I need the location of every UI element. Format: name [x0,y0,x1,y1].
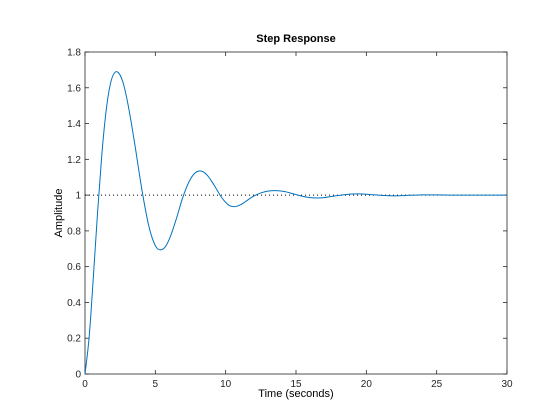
y-tick-label: 1.8 [67,48,81,59]
y-tick-label: 0.8 [67,226,81,237]
chart-title: Step Response [256,33,335,45]
x-tick-label: 30 [501,379,513,390]
y-tick-label: 1 [75,191,81,202]
x-tick-label: 5 [153,379,159,390]
step-response-line [84,71,507,375]
tick-labels: 0 5 10 15 20 25 30 0 0.2 0.4 0.6 0.8 1 1.2 1.4 1.6 1.8 [67,48,513,391]
y-tick-label: 0.6 [67,262,81,273]
y-axis-label: Amplitude [53,189,65,238]
x-axis-label: Time (seconds) [258,388,333,400]
x-tick-label: 0 [82,379,88,390]
plot-area [84,51,508,375]
x-tick-label: 15 [290,379,302,390]
y-tick-label: 0.2 [67,334,81,345]
y-tick-label: 1.2 [67,155,81,166]
x-tick-label: 10 [220,379,232,390]
y-tick-label: 1.4 [67,119,81,130]
y-tick-label: 0 [75,370,81,381]
x-tick-label: 20 [361,379,373,390]
y-tick-label: 1.6 [67,83,81,94]
y-tick-label: 0.4 [67,298,81,309]
x-tick-label: 25 [431,379,443,390]
